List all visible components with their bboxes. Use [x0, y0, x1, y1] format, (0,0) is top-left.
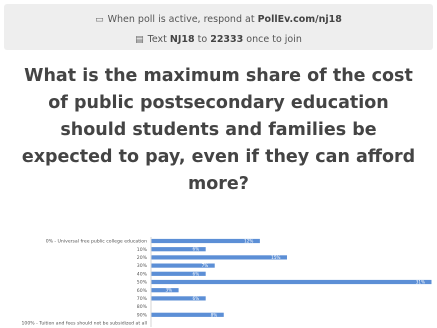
join-suffix: once to join: [246, 34, 302, 45]
value-label: 6%: [193, 271, 200, 276]
result-bar: [151, 247, 206, 252]
value-label: 7%: [202, 263, 209, 268]
value-label: 12%: [244, 239, 253, 244]
value-label: 3%: [165, 288, 172, 293]
question-line: more?: [188, 174, 249, 194]
category-label: 20%: [137, 255, 148, 261]
result-bar: [151, 271, 206, 276]
to-label: to: [197, 34, 208, 45]
value-label: 8%: [211, 312, 218, 317]
result-bar: [151, 263, 215, 268]
respond-instructions: ▭ When poll is active, respond at PollEv.…: [4, 14, 433, 25]
value-label: 31%: [416, 280, 425, 285]
value-label: 6%: [193, 296, 200, 301]
text-instructions: ▤ Text NJ18 to 22333 once to join: [4, 34, 433, 45]
category-label: 100% - Tuition and fees should not be su…: [22, 321, 148, 327]
poll-url[interactable]: PollEv.com/nj18: [257, 14, 342, 25]
category-label: 80%: [137, 304, 148, 310]
question-line: What is the maximum share of the cost: [24, 66, 413, 86]
join-code: NJ18: [169, 34, 195, 45]
question-line: of public postsecondary education: [48, 93, 389, 113]
category-label: 40%: [137, 271, 148, 277]
text-label: Text: [147, 34, 167, 45]
category-label: 50%: [137, 280, 148, 286]
category-label: 10%: [137, 247, 148, 253]
category-label: 70%: [137, 296, 148, 302]
category-label: 0% - Universal free public college educa…: [46, 239, 147, 245]
respond-prefix: When poll is active, respond at: [107, 14, 255, 25]
sms-number: 22333: [210, 34, 244, 45]
category-label: 60%: [137, 288, 148, 294]
category-label: 90%: [137, 312, 148, 318]
category-label: 30%: [137, 263, 148, 269]
question-line: expected to pay, even if they can afford: [21, 147, 416, 167]
poll-question: What is the maximum share of the cost of…: [0, 63, 437, 198]
result-bar: [151, 288, 179, 293]
phone-icon: ▤: [135, 35, 144, 45]
value-label: 15%: [271, 255, 280, 260]
results-bar-chart: 0% - Universal free public college educa…: [22, 237, 432, 327]
question-line: should students and families be: [60, 120, 377, 140]
screen-icon: ▭: [95, 15, 104, 25]
value-label: 6%: [193, 247, 200, 252]
result-bar: [151, 238, 260, 244]
join-instructions: ▭ When poll is active, respond at PollEv.…: [4, 4, 433, 50]
result-bar: [151, 279, 432, 285]
result-bar: [151, 255, 287, 260]
result-bar: [151, 296, 206, 301]
result-bar: [151, 312, 224, 317]
